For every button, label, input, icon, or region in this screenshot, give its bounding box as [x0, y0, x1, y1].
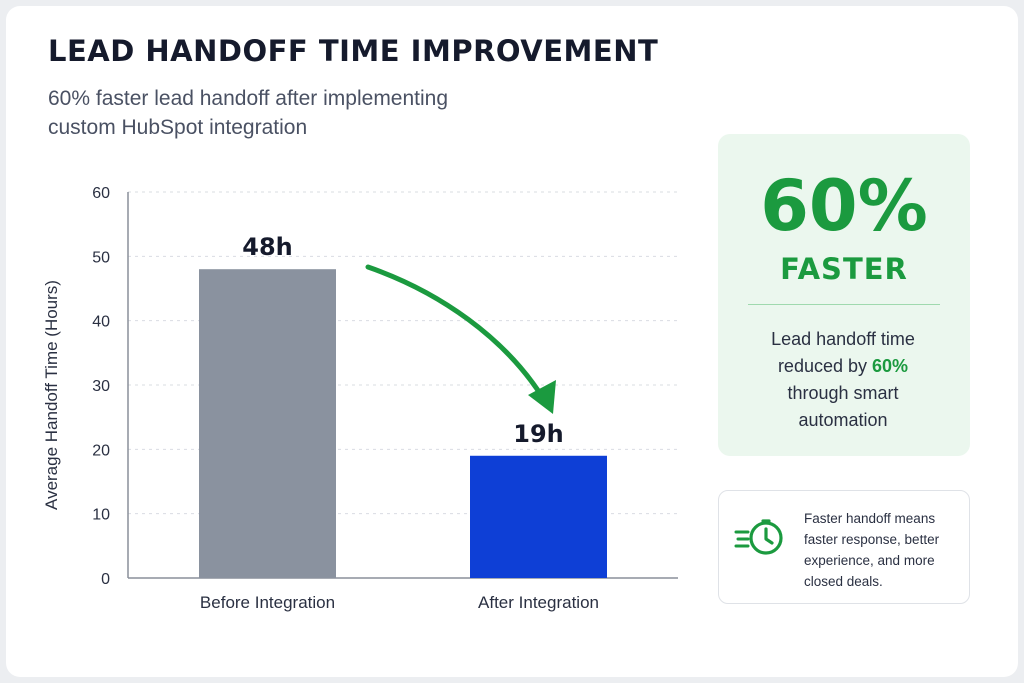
- subtitle-line-1: 60% faster lead handoff after implementi…: [48, 87, 449, 110]
- highlight-divider: [748, 304, 940, 305]
- y-tick-label: 50: [92, 249, 110, 266]
- y-tick-label: 30: [92, 378, 110, 395]
- desc-line-1: Lead handoff time: [771, 329, 915, 349]
- bar-chart: 0 10 20 30 40 50 60 48h 19h Before Integration A…: [92, 185, 678, 612]
- x-category-label: After Integration: [478, 593, 599, 612]
- y-axis-label: Average Handoff Time (Hours): [42, 280, 61, 510]
- desc-highlight: 60%: [872, 356, 909, 376]
- bar-before: [199, 269, 336, 578]
- y-tick-label: 40: [92, 314, 110, 331]
- note-card: [718, 490, 970, 604]
- desc-line-4: automation: [798, 410, 888, 430]
- y-tick-label: 60: [92, 185, 110, 202]
- chart-bars: [199, 269, 607, 578]
- bar-after: [470, 455, 607, 578]
- y-tick-label: 0: [101, 571, 110, 588]
- y-tick-label: 20: [92, 442, 110, 459]
- subtitle-line-2: custom HubSpot integration: [48, 116, 308, 139]
- desc-line-3: through smart: [787, 383, 899, 403]
- x-category-label: Before Integration: [200, 593, 335, 612]
- improvement-percent: 60%: [760, 165, 928, 247]
- data-label: 48h: [242, 233, 292, 261]
- note-text: Faster handoff means faster response, be…: [804, 511, 940, 589]
- page-subtitle: 60% faster lead handoff after implementi…: [48, 84, 568, 142]
- data-label: 19h: [513, 420, 563, 448]
- chart-data-labels: 48h 19h: [242, 233, 563, 448]
- x-category-labels: Before Integration After Integration: [200, 593, 599, 612]
- highlight-description: Lead handoff time reduced by 60% through…: [740, 326, 946, 434]
- y-tick-labels: 0 10 20 30 40 50 60: [92, 185, 110, 588]
- improvement-label: FASTER: [780, 252, 908, 286]
- desc-line-2-prefix: reduced by: [777, 356, 867, 376]
- y-tick-label: 10: [92, 507, 110, 524]
- page-title: LEAD HANDOFF TIME IMPROVEMENT: [48, 34, 659, 68]
- highlight-card: [718, 134, 970, 456]
- trend-arrow: [365, 264, 556, 414]
- desc-line-2: reduced by 60%: [740, 353, 946, 380]
- fast-clock-icon: [734, 519, 783, 555]
